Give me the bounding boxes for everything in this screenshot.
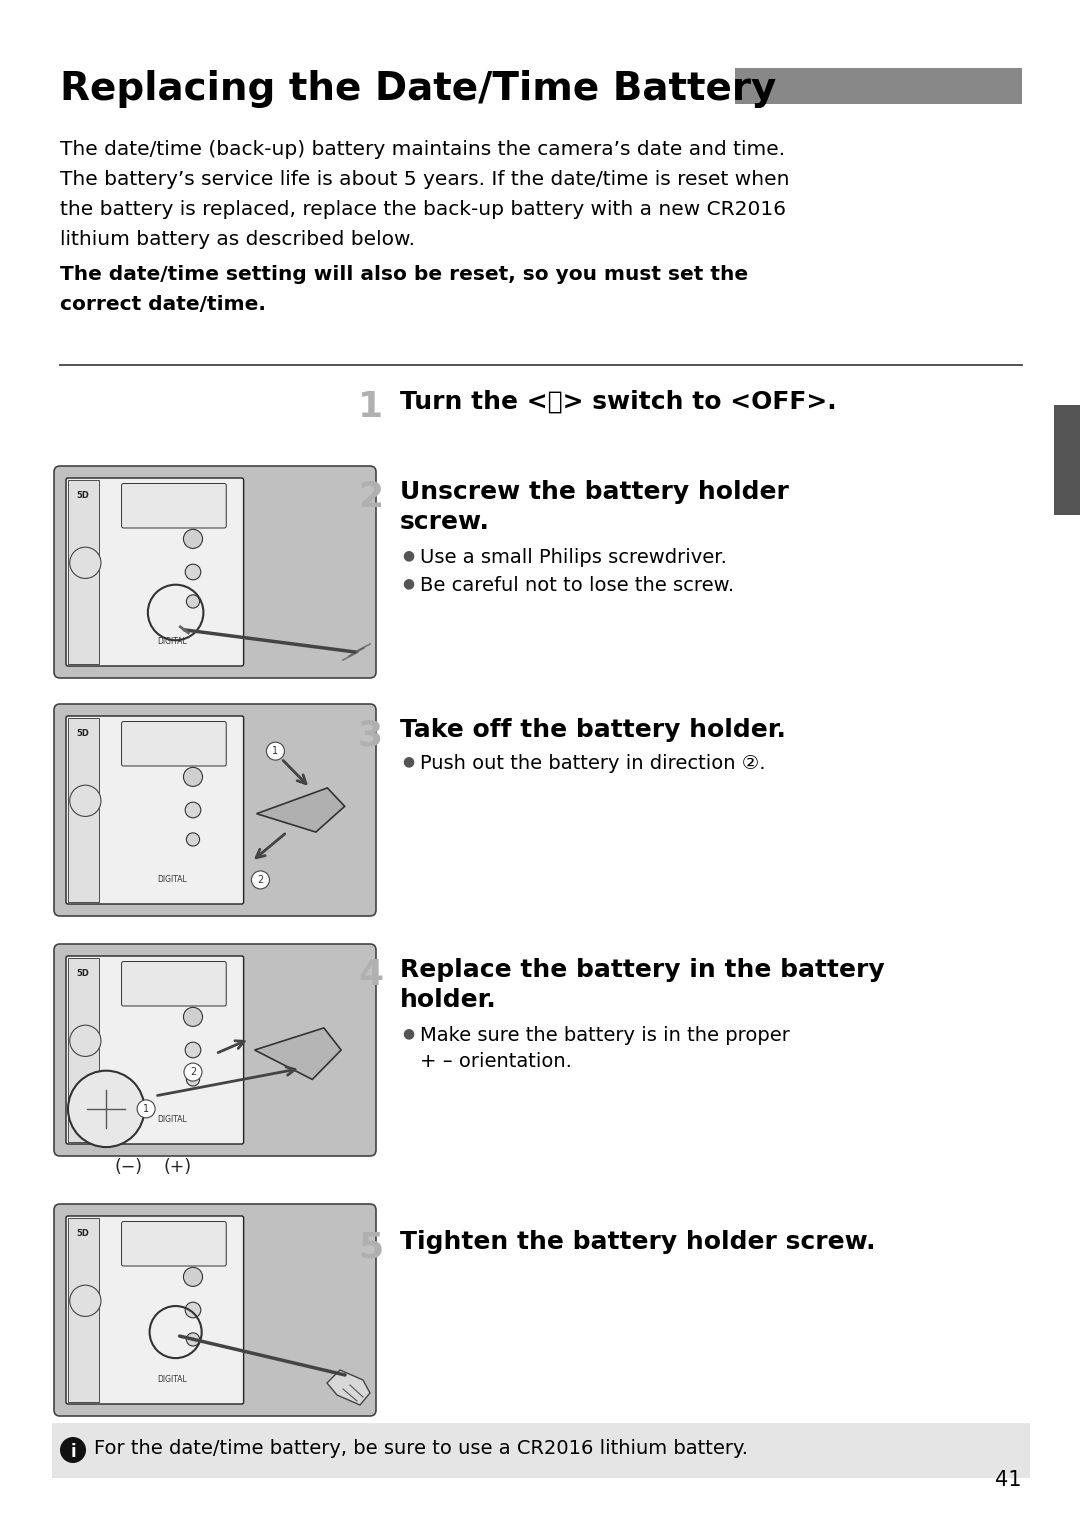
Bar (735, 68, 1022, 103)
Text: 3: 3 (357, 718, 383, 751)
Circle shape (187, 834, 200, 846)
FancyBboxPatch shape (66, 716, 244, 903)
Text: 41: 41 (996, 1469, 1022, 1491)
Text: DIGITAL: DIGITAL (158, 1375, 187, 1384)
FancyBboxPatch shape (122, 1221, 226, 1265)
FancyBboxPatch shape (122, 961, 226, 1005)
Circle shape (267, 742, 284, 760)
Circle shape (187, 1332, 200, 1346)
Polygon shape (257, 788, 345, 832)
Text: ●: ● (402, 548, 414, 561)
Circle shape (184, 529, 203, 549)
Text: 1: 1 (357, 389, 383, 424)
Bar (52, 1424, 1030, 1478)
Circle shape (60, 1437, 86, 1463)
Text: ●: ● (402, 1027, 414, 1040)
Text: 5D: 5D (77, 729, 90, 738)
FancyBboxPatch shape (66, 1215, 244, 1404)
Bar (68, 718, 99, 902)
Text: 4: 4 (357, 958, 383, 992)
Circle shape (137, 1100, 156, 1118)
Text: Push out the battery in direction ②.: Push out the battery in direction ②. (420, 754, 766, 773)
FancyBboxPatch shape (54, 704, 376, 916)
Bar (1054, 405, 1080, 516)
FancyBboxPatch shape (54, 1205, 376, 1416)
Text: Be careful not to lose the screw.: Be careful not to lose the screw. (420, 576, 734, 595)
Circle shape (185, 802, 201, 818)
Circle shape (184, 1267, 203, 1287)
Text: ●: ● (402, 576, 414, 590)
Text: DIGITAL: DIGITAL (158, 1115, 187, 1124)
FancyBboxPatch shape (54, 465, 376, 678)
Text: DIGITAL: DIGITAL (158, 876, 187, 884)
Text: screw.: screw. (400, 510, 490, 534)
Circle shape (184, 1007, 203, 1027)
Text: 5D: 5D (77, 1229, 90, 1238)
Text: correct date/time.: correct date/time. (60, 295, 266, 313)
Text: (−): (−) (114, 1157, 143, 1176)
FancyBboxPatch shape (122, 721, 226, 767)
Circle shape (184, 767, 203, 786)
Text: 1: 1 (143, 1104, 149, 1113)
Text: Turn the <⎈> switch to <OFF>.: Turn the <⎈> switch to <OFF>. (400, 389, 837, 414)
Circle shape (187, 1072, 200, 1086)
Text: 5D: 5D (77, 969, 90, 978)
Text: 2: 2 (357, 481, 383, 514)
Text: The date/time (back-up) battery maintains the camera’s date and time.: The date/time (back-up) battery maintain… (60, 140, 785, 160)
Text: The date/time setting will also be reset, so you must set the: The date/time setting will also be reset… (60, 265, 748, 284)
Text: Use a small Philips screwdriver.: Use a small Philips screwdriver. (420, 548, 727, 567)
FancyBboxPatch shape (66, 478, 244, 666)
Polygon shape (255, 1028, 341, 1080)
Text: The battery’s service life is about 5 years. If the date/time is reset when: The battery’s service life is about 5 ye… (60, 170, 789, 189)
Text: 5D: 5D (77, 491, 90, 500)
Bar (68, 1218, 99, 1402)
Text: holder.: holder. (400, 989, 497, 1011)
Polygon shape (327, 1370, 370, 1405)
Circle shape (185, 1042, 201, 1057)
Circle shape (68, 1071, 145, 1147)
Circle shape (70, 548, 102, 578)
Text: 2: 2 (257, 875, 264, 885)
Bar (68, 958, 99, 1142)
Text: the battery is replaced, replace the back-up battery with a new CR2016: the battery is replaced, replace the bac… (60, 199, 786, 219)
Circle shape (185, 1302, 201, 1317)
FancyBboxPatch shape (66, 957, 244, 1144)
Text: Take off the battery holder.: Take off the battery holder. (400, 718, 786, 742)
FancyBboxPatch shape (122, 484, 226, 528)
Circle shape (185, 564, 201, 580)
Text: i: i (70, 1443, 76, 1462)
Circle shape (70, 1025, 102, 1057)
Text: DIGITAL: DIGITAL (158, 637, 187, 646)
Text: Replace the battery in the battery: Replace the battery in the battery (400, 958, 885, 983)
Circle shape (70, 785, 102, 817)
Circle shape (252, 872, 269, 888)
Text: + – orientation.: + – orientation. (420, 1053, 572, 1071)
Text: 5: 5 (357, 1230, 383, 1264)
Text: Unscrew the battery holder: Unscrew the battery holder (400, 481, 788, 503)
FancyBboxPatch shape (54, 945, 376, 1156)
Text: For the date/time battery, be sure to use a CR2016 lithium battery.: For the date/time battery, be sure to us… (94, 1439, 748, 1459)
Bar (68, 481, 99, 665)
Text: Make sure the battery is in the proper: Make sure the battery is in the proper (420, 1027, 789, 1045)
Text: (+): (+) (164, 1157, 192, 1176)
Circle shape (184, 1063, 202, 1081)
Circle shape (70, 1285, 102, 1316)
Text: lithium battery as described below.: lithium battery as described below. (60, 230, 415, 249)
Circle shape (187, 595, 200, 608)
Text: Tighten the battery holder screw.: Tighten the battery holder screw. (400, 1230, 876, 1253)
Text: 1: 1 (272, 747, 279, 756)
Text: Replacing the Date/Time Battery: Replacing the Date/Time Battery (60, 70, 777, 108)
Text: 2: 2 (190, 1068, 197, 1077)
Text: ●: ● (402, 754, 414, 768)
